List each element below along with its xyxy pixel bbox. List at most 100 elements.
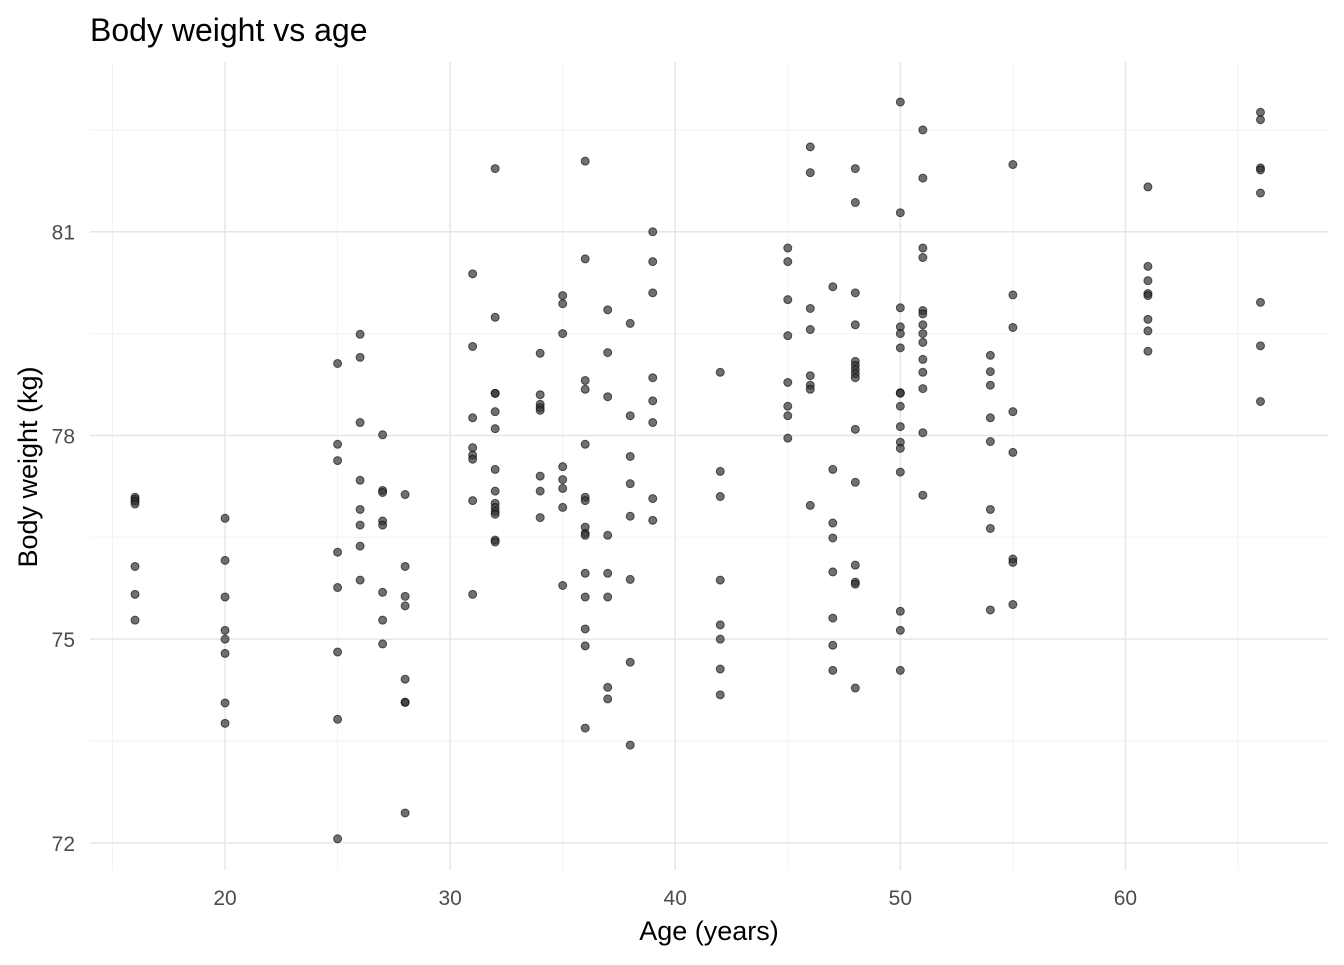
data-point: [400, 808, 410, 818]
data-point: [715, 690, 725, 700]
data-point: [895, 665, 905, 675]
data-point: [468, 341, 478, 351]
data-point: [828, 464, 838, 474]
data-point: [783, 243, 793, 253]
data-point: [895, 467, 905, 477]
data-point: [783, 331, 793, 341]
data-point: [1143, 276, 1153, 286]
data-point: [783, 377, 793, 387]
data-point: [918, 490, 928, 500]
data-point: [918, 354, 928, 364]
data-point: [603, 694, 613, 704]
data-point: [715, 575, 725, 585]
data-point: [333, 647, 343, 657]
data-point: [378, 587, 388, 597]
data-point: [1143, 326, 1153, 336]
data-point: [648, 227, 658, 237]
data-point: [1255, 188, 1265, 198]
data-point: [558, 581, 568, 591]
data-point: [490, 312, 500, 322]
x-tick-label: 20: [213, 887, 236, 910]
data-point: [648, 418, 658, 428]
data-point: [355, 475, 365, 485]
data-point: [378, 430, 388, 440]
data-point: [918, 173, 928, 183]
data-point: [895, 329, 905, 339]
data-point: [603, 392, 613, 402]
data-point: [220, 698, 230, 708]
data-point: [580, 568, 590, 578]
data-point: [985, 350, 995, 360]
data-point: [220, 648, 230, 658]
data-point: [648, 288, 658, 298]
data-point: [333, 358, 343, 368]
data-point: [828, 567, 838, 577]
data-point: [400, 674, 410, 684]
data-point: [783, 257, 793, 267]
data-point: [400, 561, 410, 571]
data-point: [895, 97, 905, 107]
data-point: [580, 592, 590, 602]
data-point: [805, 371, 815, 381]
data-point: [850, 288, 860, 298]
data-point: [580, 375, 590, 385]
data-point: [468, 443, 478, 453]
data-point: [535, 390, 545, 400]
data-point: [918, 320, 928, 330]
data-point: [558, 291, 568, 301]
data-point: [850, 373, 860, 383]
data-point: [490, 537, 500, 547]
data-point: [603, 592, 613, 602]
y-tick-label: 78: [52, 425, 75, 448]
data-point: [355, 520, 365, 530]
data-point: [850, 579, 860, 589]
data-point: [580, 723, 590, 733]
data-point: [985, 380, 995, 390]
data-point: [490, 509, 500, 519]
data-point: [468, 496, 478, 506]
data-point: [1008, 600, 1018, 610]
data-point: [333, 714, 343, 724]
data-point: [828, 613, 838, 623]
data-point: [985, 367, 995, 377]
data-point: [1008, 160, 1018, 170]
data-point: [580, 156, 590, 166]
data-point: [783, 295, 793, 305]
data-point: [603, 568, 613, 578]
data-point: [895, 422, 905, 432]
data-point: [1255, 341, 1265, 351]
data-point: [895, 625, 905, 635]
data-point: [220, 513, 230, 523]
data-point: [850, 477, 860, 487]
y-tick-label: 72: [52, 833, 75, 856]
data-point: [355, 352, 365, 362]
data-point: [1008, 447, 1018, 457]
x-tick-label: 30: [438, 887, 461, 910]
y-axis-label: Body weight (kg): [13, 366, 43, 567]
data-point: [580, 384, 590, 394]
data-point: [130, 615, 140, 625]
data-point: [558, 475, 568, 485]
data-point: [828, 640, 838, 650]
grid: [90, 62, 1328, 870]
y-tick-label: 75: [52, 629, 75, 652]
data-point: [1008, 407, 1018, 417]
data-point: [130, 589, 140, 599]
data-point: [918, 384, 928, 394]
data-point: [355, 541, 365, 551]
data-point: [805, 168, 815, 178]
data-point: [220, 625, 230, 635]
data-point: [783, 401, 793, 411]
data-point: [625, 574, 635, 584]
data-point: [333, 456, 343, 466]
data-point: [985, 504, 995, 514]
data-point: [490, 407, 500, 417]
data-point: [333, 583, 343, 593]
data-point: [715, 620, 725, 630]
y-tick-label: 81: [52, 222, 75, 245]
data-point: [625, 479, 635, 489]
data-point: [603, 348, 613, 358]
data-point: [490, 164, 500, 174]
data-point: [895, 401, 905, 411]
data-point: [715, 466, 725, 476]
